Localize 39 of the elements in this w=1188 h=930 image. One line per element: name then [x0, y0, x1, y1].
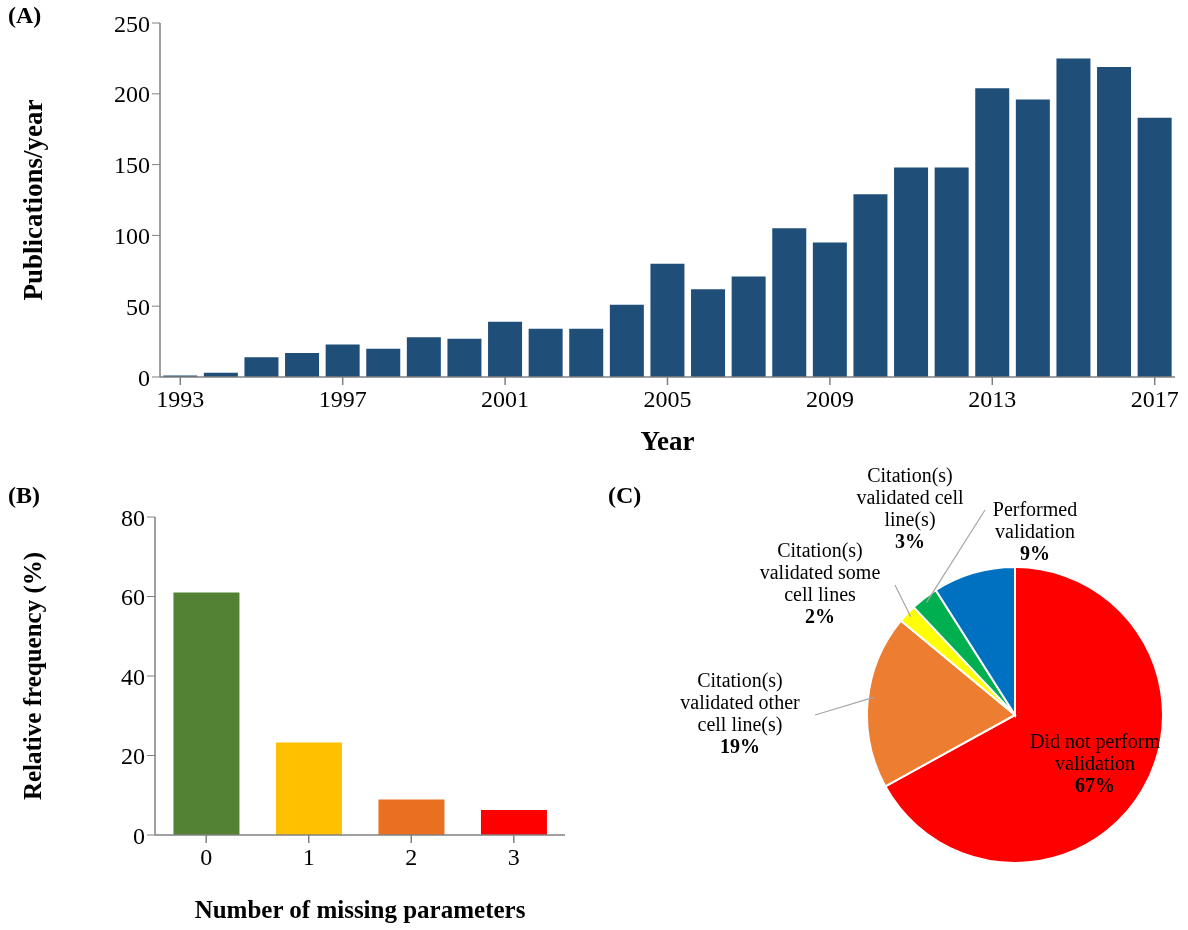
data-label: 2% [805, 605, 835, 627]
x-axis-title: Number of missing parameters [194, 896, 526, 923]
slice-label: Citation(s) validated cell line(s) [856, 464, 965, 531]
x-axis-title: Year [640, 426, 695, 456]
y-tick-label: 250 [114, 10, 150, 37]
data-label: 19% [720, 735, 760, 757]
y-tick-label: 0 [133, 822, 145, 849]
x-tick-label: 2013 [968, 386, 1017, 412]
x-tick-label: 2001 [481, 386, 530, 412]
text: (C) [608, 482, 642, 509]
x-tick-label: 0 [200, 844, 213, 870]
x-tick-label: 2017 [1130, 386, 1179, 412]
x-tick-label: 1 [302, 844, 315, 870]
y-tick-label: 150 [114, 152, 150, 179]
data-label: 9% [1020, 542, 1050, 564]
data-label: 67% [1075, 774, 1115, 796]
y-tick-label: 80 [121, 504, 145, 531]
x-tick-label: 2005 [643, 386, 692, 412]
y-tick-label: 200 [114, 81, 150, 108]
x-tick-label: 3 [507, 844, 520, 870]
x-tick-label: 1997 [318, 386, 367, 412]
y-axis-title: Publications/year [17, 99, 48, 301]
y-tick-label: 40 [121, 663, 145, 690]
x-tick-label: 2009 [805, 386, 854, 412]
y-axis-title: Relative frequency (%) [18, 551, 47, 801]
data-label: 3% [895, 530, 925, 552]
x-tick-label: 1993 [156, 386, 205, 412]
y-tick-label: 50 [126, 293, 150, 320]
x-tick-label: 2 [405, 844, 418, 870]
y-tick-label: 20 [121, 743, 145, 770]
chart-title: (B) [8, 482, 40, 509]
y-tick-label: 100 [114, 222, 150, 249]
slice-label: Performed validation [992, 498, 1078, 542]
slice-label: Did not perform validation [1030, 730, 1161, 774]
chart-title: (A) [8, 2, 42, 29]
slice-label: Citation(s) validated other cell line(s) [680, 669, 801, 736]
y-tick-label: 60 [121, 584, 145, 611]
y-tick-label: 0 [138, 364, 150, 391]
slice-label: Citation(s) validated some cell lines [759, 539, 881, 605]
